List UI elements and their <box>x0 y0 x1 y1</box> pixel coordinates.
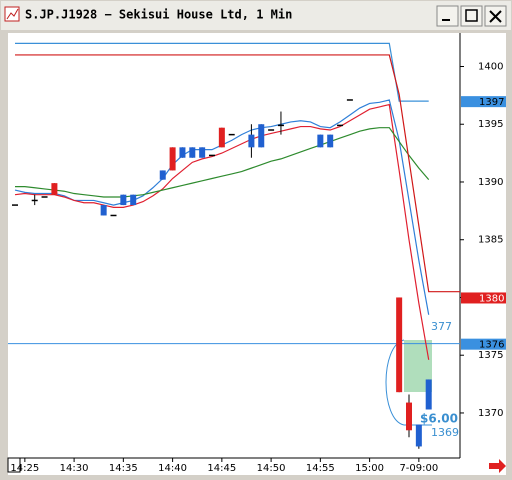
scroll-right-arrow[interactable] <box>489 459 506 473</box>
y-tick-label: 1385 <box>478 235 503 246</box>
y-axis: 1370137513801385139013951400139713801376 <box>460 61 506 419</box>
maximize-button[interactable] <box>460 5 483 27</box>
scroll-box[interactable] <box>7 457 21 473</box>
x-tick-label: 14:40 <box>158 463 187 474</box>
x-tick-label: 14:25 <box>10 463 39 474</box>
maximize-glyph <box>465 9 478 22</box>
x-tick-label: 14:55 <box>306 463 335 474</box>
candle-body <box>199 147 206 158</box>
candle-body <box>130 194 137 206</box>
y-tick-label: 1395 <box>478 119 503 130</box>
close-glyph <box>489 10 502 23</box>
y-tick-label: 1400 <box>478 61 503 72</box>
price-tag-label: 1380 <box>479 293 504 304</box>
x-tick-label: 14:45 <box>207 463 236 474</box>
candle-body <box>120 194 127 206</box>
price-tag <box>461 338 506 350</box>
x-tick-label: 7-09:00 <box>399 463 438 474</box>
candle-body <box>169 147 176 171</box>
title-bar <box>1 1 511 30</box>
candle-body <box>100 205 107 216</box>
candle-body <box>415 424 422 447</box>
candle-body <box>189 147 196 158</box>
minimize-button[interactable] <box>436 5 459 27</box>
x-tick-label: 14:35 <box>109 463 138 474</box>
window-title: S.JP.J1928 − Sekisui House Ltd, 1 Min <box>25 8 292 22</box>
price-tag-label: 1376 <box>479 340 504 351</box>
x-tick-label: 14:50 <box>257 463 286 474</box>
y-tick-label: 1390 <box>478 177 503 188</box>
indicator-line <box>14 103 430 360</box>
x-tick-label: 14:30 <box>60 463 89 474</box>
indicator-line <box>15 127 430 198</box>
candle-body <box>425 379 432 410</box>
candle-body <box>248 134 255 148</box>
price-tag <box>461 96 506 108</box>
x-tick-label: 15:00 <box>355 463 384 474</box>
y-tick-label: 1375 <box>478 350 503 361</box>
candle-body <box>179 147 186 158</box>
indicator-line <box>15 54 460 293</box>
candle-body <box>218 127 225 148</box>
annotation: 377 <box>431 320 452 333</box>
candle-body <box>317 134 324 148</box>
candle-body <box>396 297 403 393</box>
indicator-line <box>15 42 429 102</box>
candle-body <box>327 134 334 148</box>
app-icon-glyph <box>6 8 19 20</box>
annotation: $6.00 <box>420 412 458 426</box>
x-axis: 14:25 14:30 14:35 14:40 14:45 14:50 14:55 15:00… <box>10 458 438 474</box>
y-tick-label: 1370 <box>478 408 503 419</box>
candle-body <box>258 124 265 148</box>
price-tag-label: 1397 <box>479 97 504 108</box>
candle-body <box>51 183 58 195</box>
annotation: 1369 <box>431 426 459 439</box>
price-tag <box>461 292 506 304</box>
candle-body <box>406 402 412 431</box>
candle-body <box>159 170 166 180</box>
